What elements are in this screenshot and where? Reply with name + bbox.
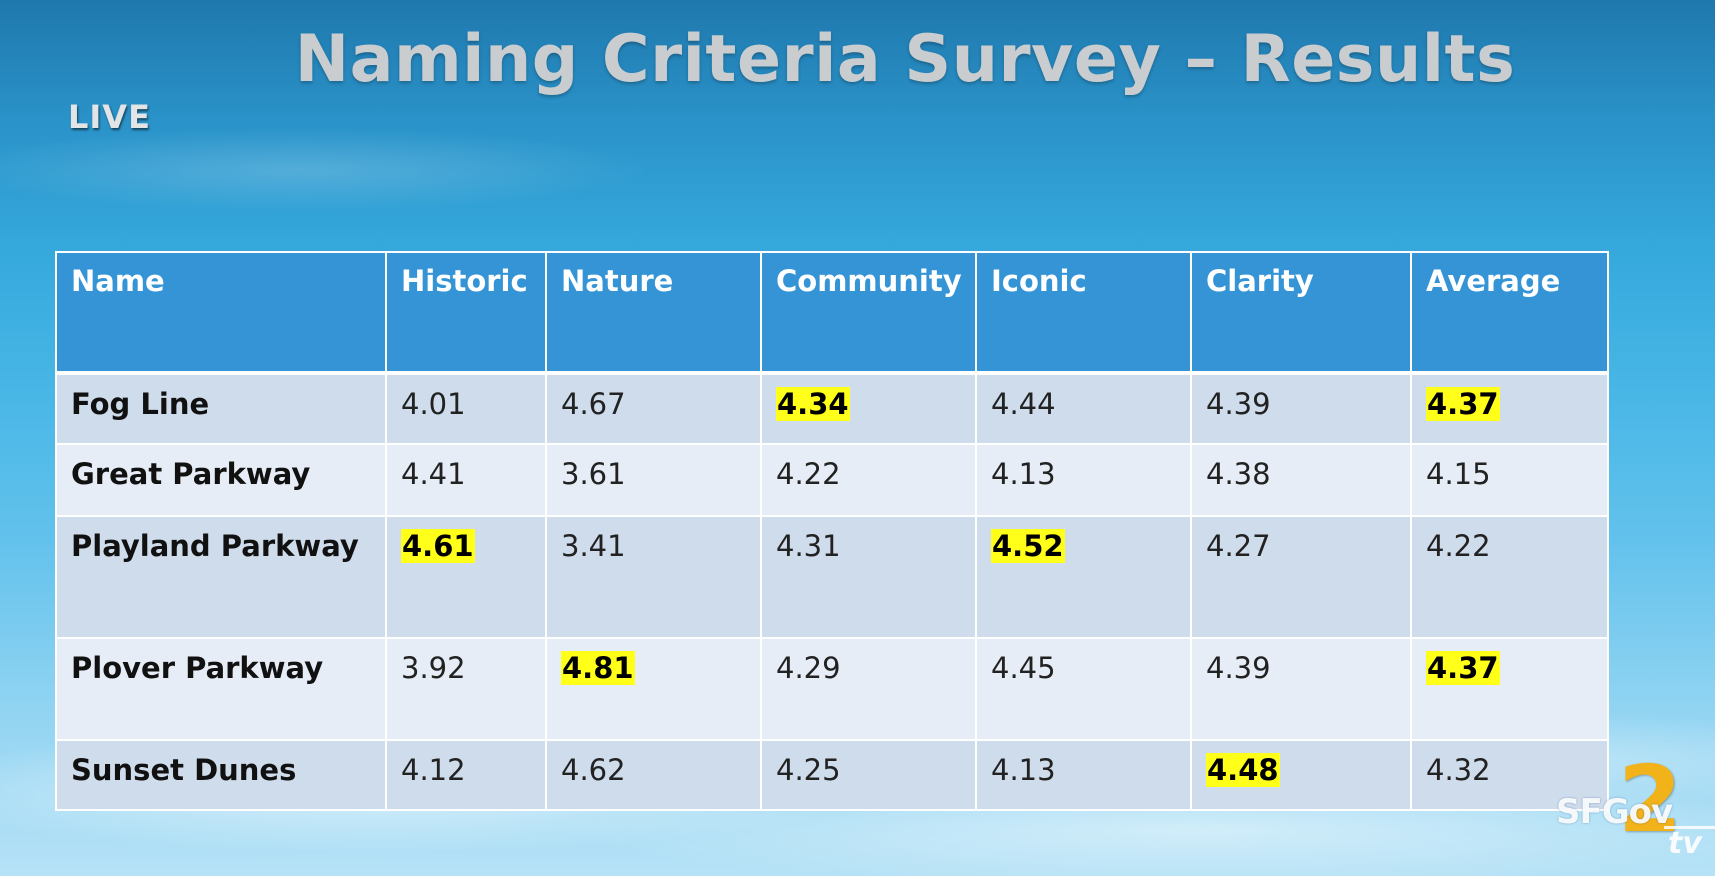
score-value: 4.39: [1206, 387, 1271, 421]
score-cell: 4.01: [385, 372, 547, 445]
score-value: 4.29: [776, 651, 841, 685]
score-cell: 4.37: [1410, 637, 1609, 741]
score-cell: 3.92: [385, 637, 547, 741]
score-value: 4.38: [1206, 457, 1271, 491]
score-cell: 4.41: [385, 443, 547, 517]
score-value: 4.25: [776, 753, 841, 787]
score-cell: 4.15: [1410, 443, 1609, 517]
column-header-clarity: Clarity: [1190, 251, 1412, 375]
score-cell: 4.44: [975, 372, 1192, 445]
survey-results-table: Name Historic Nature Community Iconic Cl…: [55, 251, 1609, 811]
score-cell: 4.37: [1410, 372, 1609, 445]
row-name-cell: Great Parkway: [55, 443, 387, 517]
score-cell: 4.61: [385, 515, 547, 639]
highlighted-score-value: 4.34: [776, 387, 850, 421]
score-value: 4.27: [1206, 529, 1271, 563]
score-value: 4.13: [991, 753, 1056, 787]
logo-sfgov-text: SFGov: [1556, 792, 1673, 832]
score-value: 3.41: [561, 529, 626, 563]
score-cell: 4.27: [1190, 515, 1412, 639]
row-name-cell: Plover Parkway: [55, 637, 387, 741]
score-value: 4.32: [1426, 753, 1491, 787]
score-value: 4.62: [561, 753, 626, 787]
score-cell: 4.22: [760, 443, 977, 517]
column-header-nature: Nature: [545, 251, 762, 375]
column-header-historic: Historic: [385, 251, 547, 375]
highlighted-score-value: 4.48: [1206, 753, 1280, 787]
score-value: 4.31: [776, 529, 841, 563]
score-cell: 4.45: [975, 637, 1192, 741]
column-header-iconic: Iconic: [975, 251, 1192, 375]
score-cell: 4.38: [1190, 443, 1412, 517]
score-value: 3.92: [401, 651, 466, 685]
score-cell: 4.32: [1410, 739, 1609, 811]
highlighted-score-value: 4.37: [1426, 651, 1500, 685]
score-cell: 4.22: [1410, 515, 1609, 639]
logo-number: 2: [1618, 746, 1683, 853]
score-cell: 4.29: [760, 637, 977, 741]
score-cell: 4.31: [760, 515, 977, 639]
score-cell: 4.39: [1190, 637, 1412, 741]
score-value: 4.44: [991, 387, 1056, 421]
score-cell: 4.81: [545, 637, 762, 741]
score-cell: 4.13: [975, 739, 1192, 811]
score-cell: 3.61: [545, 443, 762, 517]
logo-tv-text: tv: [1668, 826, 1702, 861]
row-name-cell: Playland Parkway: [55, 515, 387, 639]
score-value: 4.67: [561, 387, 626, 421]
row-name-cell: Fog Line: [55, 372, 387, 445]
score-value: 4.45: [991, 651, 1056, 685]
row-name-cell: Sunset Dunes: [55, 739, 387, 811]
table-row: Great Parkway 4.41 3.61 4.22 4.13 4.38 4…: [55, 443, 1609, 517]
table-row: Sunset Dunes 4.12 4.62 4.25 4.13 4.48 4.…: [55, 739, 1609, 811]
score-value: 4.22: [776, 457, 841, 491]
score-value: 4.41: [401, 457, 466, 491]
score-value: 4.13: [991, 457, 1056, 491]
logo-underline: [1664, 826, 1715, 829]
score-cell: 4.62: [545, 739, 762, 811]
score-value: 4.39: [1206, 651, 1271, 685]
score-cell: 4.34: [760, 372, 977, 445]
score-cell: 4.12: [385, 739, 547, 811]
highlighted-score-value: 4.37: [1426, 387, 1500, 421]
score-value: 4.15: [1426, 457, 1491, 491]
table-row: Plover Parkway 3.92 4.81 4.29 4.45 4.39 …: [55, 637, 1609, 741]
score-value: 3.61: [561, 457, 626, 491]
score-cell: 3.41: [545, 515, 762, 639]
score-cell: 4.48: [1190, 739, 1412, 811]
highlighted-score-value: 4.52: [991, 529, 1065, 563]
score-cell: 4.13: [975, 443, 1192, 517]
sfgovtv-logo: 2 SFGov tv: [1556, 754, 1715, 876]
highlighted-score-value: 4.81: [561, 651, 635, 685]
slide-title: Naming Criteria Survey – Results: [294, 22, 1516, 97]
column-header-name: Name: [55, 251, 387, 375]
highlighted-score-value: 4.61: [401, 529, 475, 563]
column-header-community: Community: [760, 251, 977, 375]
score-cell: 4.39: [1190, 372, 1412, 445]
table-row: Fog Line 4.01 4.67 4.34 4.44 4.39 4.37: [55, 372, 1609, 445]
table-row: Playland Parkway 4.61 3.41 4.31 4.52 4.2…: [55, 515, 1609, 639]
score-cell: 4.67: [545, 372, 762, 445]
score-cell: 4.52: [975, 515, 1192, 639]
score-value: 4.12: [401, 753, 466, 787]
score-value: 4.01: [401, 387, 466, 421]
live-indicator: LIVE: [68, 98, 151, 136]
score-cell: 4.25: [760, 739, 977, 811]
column-header-average: Average: [1410, 251, 1609, 375]
table-header-row: Name Historic Nature Community Iconic Cl…: [55, 251, 1609, 375]
score-value: 4.22: [1426, 529, 1491, 563]
